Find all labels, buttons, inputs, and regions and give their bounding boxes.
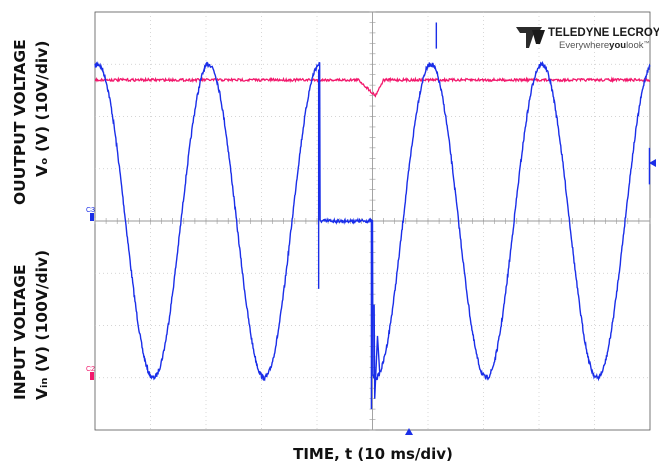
output-voltage-trace [94,76,651,98]
logo-name: TELEDYNE LECROY [548,27,659,39]
c2-ground-marker [90,372,94,380]
x-axis-label: TIME, t (10 ms/div) [293,445,453,463]
y-label-input-1: INPUT VOLTAGE [11,264,29,400]
channel-markers: C3 C2 [86,207,95,380]
c3-label: C3 [86,207,95,214]
logo-tagline: Everywhereyoulook™ [559,40,650,51]
y-label-output-2: Vₒ (V) (10V/div) [33,41,51,177]
y-label-input-2: Vᵢₙ (V) (100V/div) [33,250,51,400]
input-voltage-trace [94,22,651,410]
c3-ground-marker [90,213,94,221]
trigger-level-marker [649,159,656,167]
teledyne-lecroy-logo: TELEDYNE LECROY Everywhereyoulook™ [516,27,659,51]
logo-icon-accent [532,30,545,44]
trigger-position-marker [405,428,413,435]
y-label-output-1: OUUTPUT VOLTAGE [11,39,29,205]
c2-label: C2 [86,366,95,373]
